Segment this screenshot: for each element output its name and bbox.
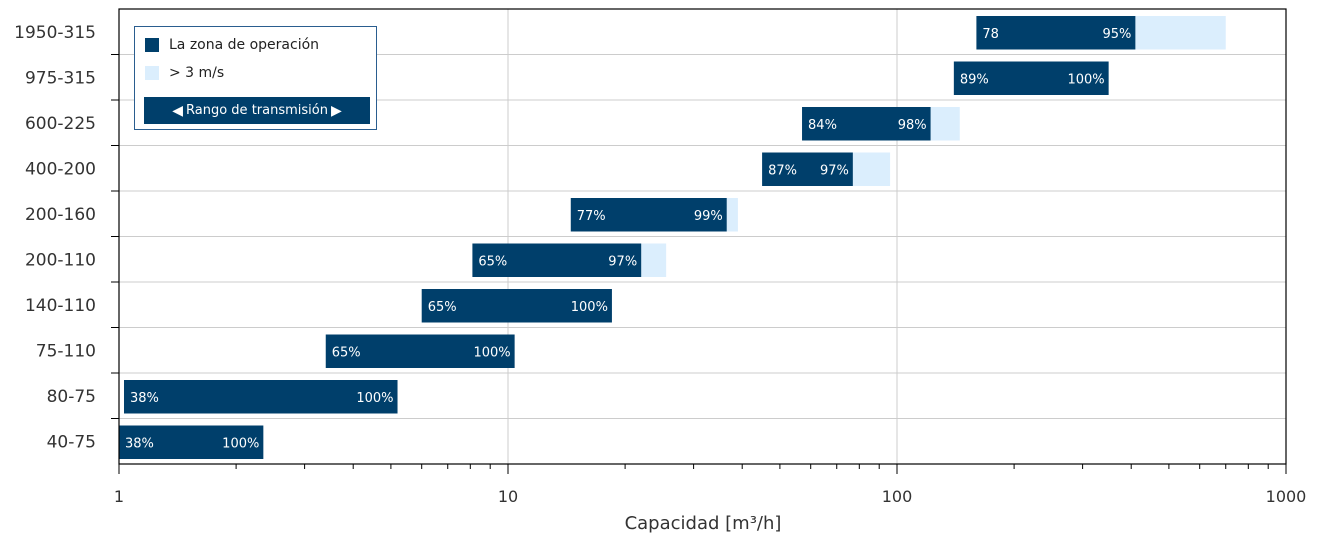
operation-bar bbox=[325, 334, 515, 368]
bar-label-left: 65% bbox=[428, 300, 457, 315]
x-tick-label: 1000 bbox=[1266, 487, 1307, 506]
category-label: 200-110 bbox=[25, 250, 96, 270]
axis-layer: 1950-315 975-315 600-225 400-200 200-160 200-… bbox=[14, 8, 1307, 506]
category-label: 600-225 bbox=[25, 114, 96, 134]
bar-label-left: 77% bbox=[577, 209, 606, 224]
bar-label-right: 100% bbox=[222, 436, 259, 451]
operation-bar bbox=[421, 289, 612, 323]
operation-bar bbox=[953, 61, 1109, 95]
category-label: 975-315 bbox=[25, 68, 96, 88]
category-label: 75-110 bbox=[36, 341, 96, 361]
operation-bar bbox=[976, 16, 1136, 50]
bar-label-right: 100% bbox=[356, 391, 393, 406]
bar-label-right: 100% bbox=[1067, 72, 1104, 87]
speed-bar bbox=[930, 107, 960, 141]
category-label: 80-75 bbox=[47, 387, 96, 407]
operation-bar bbox=[119, 425, 264, 459]
range-label: Rango de transmisión bbox=[186, 103, 328, 118]
x-tick-label: 10 bbox=[498, 487, 518, 506]
bar-label-right: 97% bbox=[820, 163, 849, 178]
arrow-left-icon: ◀ bbox=[172, 102, 184, 119]
bar-layer: 78 95% 89% 100% 84% 98% 87% 97% 77% 99% 65% 97% 65% 1… bbox=[119, 16, 1226, 459]
legend-item-speed: > 3 m/s bbox=[145, 65, 224, 81]
bar-label-right: 95% bbox=[1102, 27, 1131, 42]
legend-speed-swatch bbox=[145, 66, 159, 80]
bar-label-right: 100% bbox=[571, 300, 608, 315]
legend-operation-swatch bbox=[145, 38, 159, 52]
speed-bar bbox=[641, 243, 667, 277]
bar-label-left: 38% bbox=[125, 436, 154, 451]
operation-bar bbox=[802, 107, 931, 141]
arrow-right-icon: ▶ bbox=[330, 102, 342, 119]
bar-label-left: 38% bbox=[130, 391, 159, 406]
speed-bar bbox=[1135, 16, 1226, 50]
operation-bar bbox=[570, 198, 727, 232]
category-label: 40-75 bbox=[47, 432, 96, 452]
bar-label-right: 97% bbox=[608, 254, 637, 269]
bar-label-left: 89% bbox=[960, 72, 989, 87]
bar-label-right: 98% bbox=[898, 118, 927, 133]
speed-bar bbox=[852, 152, 891, 186]
x-axis-label: Capacidad [m³/h] bbox=[625, 513, 782, 534]
bar-label-left: 78 bbox=[982, 27, 999, 42]
category-label: 1950-315 bbox=[14, 23, 96, 43]
category-label: 400-200 bbox=[25, 159, 96, 179]
legend-item-operation: La zona de operación bbox=[145, 37, 319, 53]
bar-label-right: 99% bbox=[694, 209, 723, 224]
x-tick-label: 1 bbox=[114, 487, 124, 506]
operation-bar bbox=[472, 243, 642, 277]
legend-speed-label: > 3 m/s bbox=[169, 65, 225, 81]
operation-bar bbox=[123, 380, 398, 414]
speed-bar bbox=[726, 198, 738, 232]
operation-bar bbox=[762, 152, 853, 186]
bar-label-right: 100% bbox=[473, 345, 510, 360]
bar-label-left: 65% bbox=[478, 254, 507, 269]
bar-label-left: 65% bbox=[332, 345, 361, 360]
category-label: 200-160 bbox=[25, 205, 96, 225]
bar-label-left: 87% bbox=[768, 163, 797, 178]
x-tick-label: 100 bbox=[882, 487, 913, 506]
legend: La zona de operación > 3 m/s ◀ Rango de … bbox=[134, 26, 377, 130]
category-label: 140-110 bbox=[25, 296, 96, 316]
legend-operation-label: La zona de operación bbox=[169, 37, 320, 53]
bar-label-left: 84% bbox=[808, 118, 837, 133]
range-indicator: ◀ Rango de transmisión ▶ bbox=[144, 97, 370, 124]
